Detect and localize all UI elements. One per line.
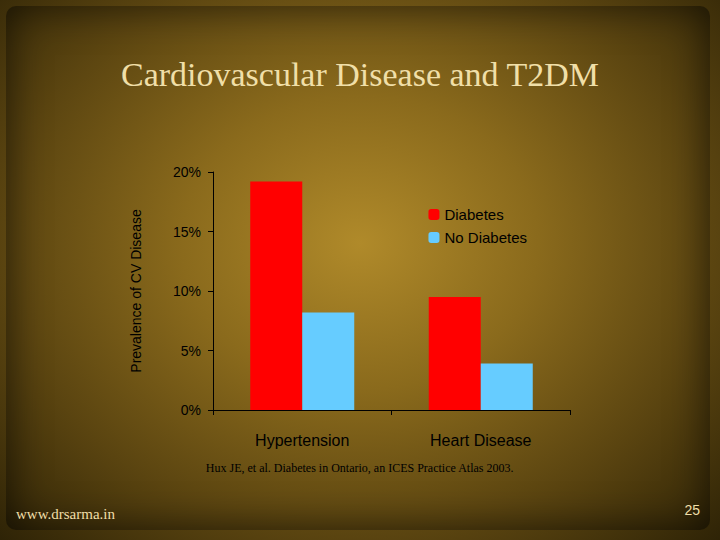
svg-text:Hypertension: Hypertension <box>255 432 349 449</box>
svg-text:5%: 5% <box>181 343 201 359</box>
svg-text:Cardiovascular Disease and T2D: Cardiovascular Disease and T2DM <box>121 56 599 93</box>
svg-text:25: 25 <box>684 502 700 518</box>
svg-text:www.drsarma.in: www.drsarma.in <box>16 506 116 522</box>
svg-text:Diabetes: Diabetes <box>444 206 503 223</box>
svg-text:Prevalence of CV Disease: Prevalence of CV Disease <box>128 209 144 373</box>
svg-text:0%: 0% <box>181 402 201 418</box>
svg-text:Hux JE, et al. Diabetes in Ont: Hux JE, et al. Diabetes in Ontario, an I… <box>206 461 514 475</box>
svg-text:20%: 20% <box>173 164 201 180</box>
svg-text:15%: 15% <box>173 224 201 240</box>
svg-text:10%: 10% <box>173 283 201 299</box>
svg-text:Heart Disease: Heart Disease <box>430 432 531 449</box>
svg-text:No Diabetes: No Diabetes <box>444 229 527 246</box>
